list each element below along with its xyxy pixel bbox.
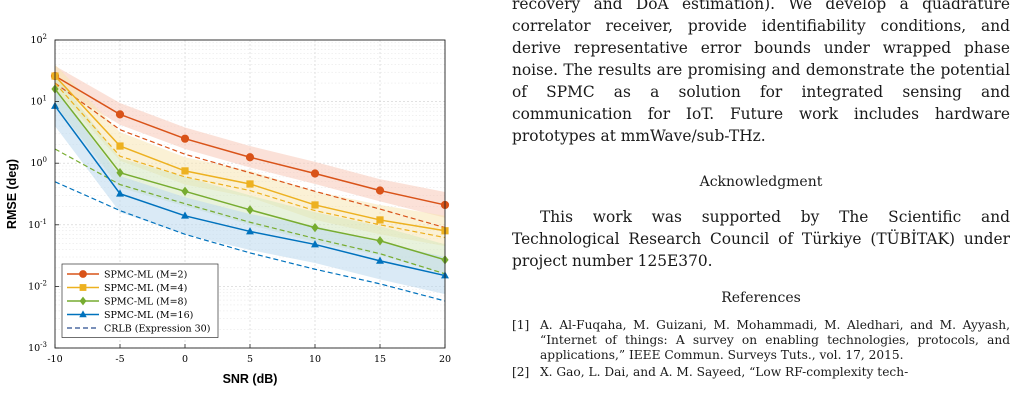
reference-number: [2] bbox=[512, 365, 530, 379]
x-tick-label: -10 bbox=[47, 354, 62, 365]
legend-label: CRLB (Expression 30) bbox=[104, 324, 210, 335]
reference-text: A. Al-Fuqaha, M. Guizani, M. Mohammadi, … bbox=[540, 318, 1010, 362]
y-tick-label: 10-1 bbox=[28, 218, 47, 231]
y-tick-label: 102 bbox=[30, 33, 47, 46]
data-point bbox=[311, 201, 319, 209]
crlb-curves bbox=[54, 82, 446, 302]
x-tick-label: -5 bbox=[115, 354, 124, 365]
crlb-line bbox=[54, 82, 446, 229]
reference-text: X. Gao, L. Dai, and A. M. Sayeed, “Low R… bbox=[540, 365, 909, 379]
acknowledgment-body: This work was supported by The Scientifi… bbox=[512, 208, 1010, 270]
data-point bbox=[116, 168, 124, 178]
rmse-vs-snr-chart: 10-3 10-2 10-1 100 101 102 -10 -5 0 5 10 15 20 SNR … bbox=[5, 33, 451, 386]
data-point bbox=[116, 142, 124, 150]
data-point bbox=[116, 189, 124, 197]
legend-marker bbox=[79, 270, 87, 278]
data-point bbox=[376, 256, 384, 264]
legend-label: SPMC-ML (M=16) bbox=[104, 310, 193, 321]
data-point bbox=[181, 167, 189, 175]
data-point bbox=[376, 236, 384, 246]
data-point bbox=[311, 222, 319, 233]
confidence-band bbox=[55, 64, 445, 247]
legend-marker bbox=[79, 310, 87, 318]
legend-marker bbox=[79, 284, 87, 291]
confidence-band bbox=[55, 65, 445, 218]
data-point bbox=[246, 180, 254, 188]
x-tick-labels: -10 -5 0 5 10 15 20 bbox=[47, 344, 451, 365]
data-point bbox=[246, 227, 254, 235]
series-lines bbox=[50, 71, 450, 279]
confidence-band bbox=[55, 74, 445, 274]
data-point bbox=[181, 186, 189, 196]
y-tick-label: 101 bbox=[30, 95, 47, 108]
x-tick-label: 20 bbox=[439, 354, 451, 365]
references-heading: References bbox=[721, 290, 801, 306]
data-point bbox=[310, 169, 320, 178]
x-tick-label: 15 bbox=[374, 354, 386, 365]
x-axis-label: SNR (dB) bbox=[223, 372, 278, 386]
data-point bbox=[375, 186, 385, 195]
y-axis-label: RMSE (deg) bbox=[5, 159, 19, 229]
y-tick-label: 10-2 bbox=[28, 279, 47, 292]
data-point bbox=[180, 134, 190, 143]
confidence-bands bbox=[55, 64, 445, 295]
data-point bbox=[311, 240, 319, 248]
legend: SPMC-ML (M=2) SPMC-ML (M=4) SPMC-ML (M=8) S… bbox=[61, 263, 219, 338]
confidence-band bbox=[55, 89, 445, 295]
data-point bbox=[181, 211, 189, 219]
x-tick-label: 0 bbox=[182, 354, 188, 365]
legend-marker bbox=[79, 296, 87, 306]
reference-number: [1] bbox=[512, 318, 530, 332]
data-point bbox=[376, 216, 384, 224]
x-tick-label: 10 bbox=[309, 354, 321, 365]
crlb-line bbox=[54, 148, 446, 275]
data-point bbox=[245, 153, 255, 162]
y-tick-label: 10-3 bbox=[28, 341, 47, 354]
y-tick-label: 100 bbox=[30, 156, 47, 169]
legend-label: SPMC-ML (M=2) bbox=[104, 270, 187, 281]
legend-label: SPMC-ML (M=4) bbox=[104, 283, 187, 294]
crlb-line bbox=[54, 82, 446, 239]
y-tick-labels: 10-3 10-2 10-1 100 101 102 bbox=[28, 33, 59, 354]
legend-label: SPMC-ML (M=8) bbox=[104, 297, 187, 308]
data-point bbox=[246, 205, 254, 215]
data-point bbox=[115, 110, 125, 119]
conclusion-paragraph: recovery and DoA estimation). We develop… bbox=[512, 0, 1010, 145]
reference-list: [1] A. Al-Fuqaha, M. Guizani, M. Mohamma… bbox=[512, 318, 1010, 382]
reference-item: [1] A. Al-Fuqaha, M. Guizani, M. Mohamma… bbox=[512, 318, 1010, 363]
x-tick-label: 5 bbox=[247, 354, 253, 365]
reference-item: [2] X. Gao, L. Dai, and A. M. Sayeed, “L… bbox=[512, 365, 1010, 380]
acknowledgment-heading: Acknowledgment bbox=[699, 174, 823, 190]
